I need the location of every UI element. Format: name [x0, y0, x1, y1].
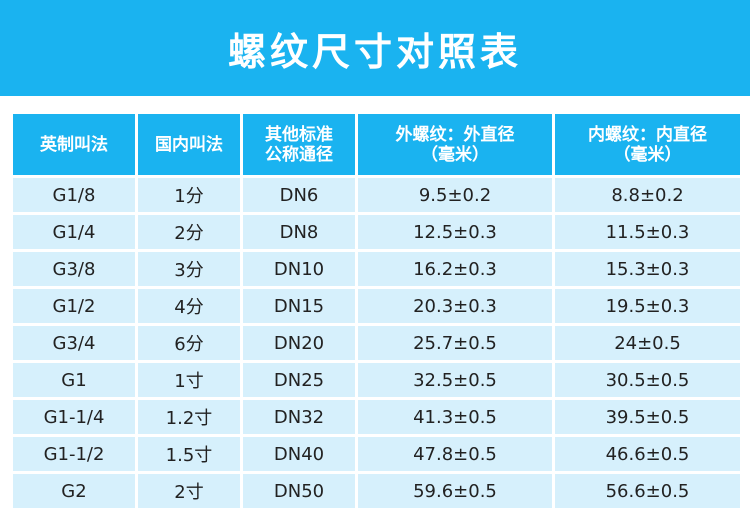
cell-external-diameter: 59.6±0.5 [358, 474, 552, 508]
cell-external-diameter: 12.5±0.3 [358, 215, 552, 249]
cell-nominal: DN32 [243, 400, 355, 434]
cell-nominal: DN8 [243, 215, 355, 249]
cell-domestic: 1分 [138, 178, 240, 212]
cell-domestic: 2分 [138, 215, 240, 249]
header-label: 内螺纹：内直径 （毫米） [588, 124, 707, 165]
cell-imperial: G1/2 [13, 289, 135, 323]
thread-size-table-container: 英制叫法 国内叫法 其他标准 公称通径 外螺纹：外直径 （毫米） 内螺纹：内直径… [10, 111, 740, 510]
cell-internal-diameter: 56.6±0.5 [555, 474, 740, 508]
table-row: G3/4 6分 DN20 25.7±0.5 24±0.5 [13, 326, 740, 360]
cell-nominal: DN25 [243, 363, 355, 397]
cell-domestic: 2寸 [138, 474, 240, 508]
title-banner: 螺纹尺寸对照表 [0, 0, 750, 96]
cell-external-diameter: 41.3±0.5 [358, 400, 552, 434]
cell-external-diameter: 9.5±0.2 [358, 178, 552, 212]
header-external-thread: 外螺纹：外直径 （毫米） [358, 114, 552, 175]
cell-external-diameter: 25.7±0.5 [358, 326, 552, 360]
cell-domestic: 3分 [138, 252, 240, 286]
table-row: G1/4 2分 DN8 12.5±0.3 11.5±0.3 [13, 215, 740, 249]
cell-imperial: G1 [13, 363, 135, 397]
cell-internal-diameter: 24±0.5 [555, 326, 740, 360]
header-imperial-name: 英制叫法 [13, 114, 135, 175]
cell-domestic: 1.5寸 [138, 437, 240, 471]
cell-internal-diameter: 46.6±0.5 [555, 437, 740, 471]
cell-internal-diameter: 19.5±0.3 [555, 289, 740, 323]
cell-nominal: DN40 [243, 437, 355, 471]
thread-size-table: 英制叫法 国内叫法 其他标准 公称通径 外螺纹：外直径 （毫米） 内螺纹：内直径… [10, 111, 743, 511]
cell-nominal: DN15 [243, 289, 355, 323]
cell-external-diameter: 47.8±0.5 [358, 437, 552, 471]
cell-external-diameter: 32.5±0.5 [358, 363, 552, 397]
header-label: 外螺纹：外直径 （毫米） [395, 124, 515, 165]
table-row: G1-1/4 1.2寸 DN32 41.3±0.5 39.5±0.5 [13, 400, 740, 434]
cell-imperial: G1/4 [13, 215, 135, 249]
header-label: 其他标准 公称通径 [265, 124, 333, 165]
cell-imperial: G2 [13, 474, 135, 508]
header-label: 国内叫法 [155, 134, 223, 155]
cell-imperial: G1/8 [13, 178, 135, 212]
table-body: G1/8 1分 DN6 9.5±0.2 8.8±0.2 G1/4 2分 DN8 … [13, 178, 740, 508]
cell-imperial: G1-1/2 [13, 437, 135, 471]
table-row: G3/8 3分 DN10 16.2±0.3 15.3±0.3 [13, 252, 740, 286]
cell-internal-diameter: 15.3±0.3 [555, 252, 740, 286]
header-internal-thread: 内螺纹：内直径 （毫米） [555, 114, 740, 175]
header-row: 英制叫法 国内叫法 其他标准 公称通径 外螺纹：外直径 （毫米） 内螺纹：内直径… [13, 114, 740, 175]
cell-internal-diameter: 30.5±0.5 [555, 363, 740, 397]
cell-internal-diameter: 39.5±0.5 [555, 400, 740, 434]
header-nominal-diameter: 其他标准 公称通径 [243, 114, 355, 175]
cell-domestic: 6分 [138, 326, 240, 360]
cell-internal-diameter: 8.8±0.2 [555, 178, 740, 212]
table-row: G1/8 1分 DN6 9.5±0.2 8.8±0.2 [13, 178, 740, 212]
cell-nominal: DN50 [243, 474, 355, 508]
cell-nominal: DN20 [243, 326, 355, 360]
table-row: G1 1寸 DN25 32.5±0.5 30.5±0.5 [13, 363, 740, 397]
cell-external-diameter: 16.2±0.3 [358, 252, 552, 286]
cell-imperial: G3/8 [13, 252, 135, 286]
table-row: G1/2 4分 DN15 20.3±0.3 19.5±0.3 [13, 289, 740, 323]
cell-nominal: DN6 [243, 178, 355, 212]
table-row: G2 2寸 DN50 59.6±0.5 56.6±0.5 [13, 474, 740, 508]
page-title: 螺纹尺寸对照表 [227, 29, 522, 74]
table-row: G1-1/2 1.5寸 DN40 47.8±0.5 46.6±0.5 [13, 437, 740, 471]
cell-imperial: G1-1/4 [13, 400, 135, 434]
cell-domestic: 4分 [138, 289, 240, 323]
header-label: 英制叫法 [40, 134, 108, 155]
cell-external-diameter: 20.3±0.3 [358, 289, 552, 323]
cell-nominal: DN10 [243, 252, 355, 286]
cell-imperial: G3/4 [13, 326, 135, 360]
table-header: 英制叫法 国内叫法 其他标准 公称通径 外螺纹：外直径 （毫米） 内螺纹：内直径… [13, 114, 740, 175]
cell-domestic: 1.2寸 [138, 400, 240, 434]
header-domestic-name: 国内叫法 [138, 114, 240, 175]
cell-domestic: 1寸 [138, 363, 240, 397]
cell-internal-diameter: 11.5±0.3 [555, 215, 740, 249]
